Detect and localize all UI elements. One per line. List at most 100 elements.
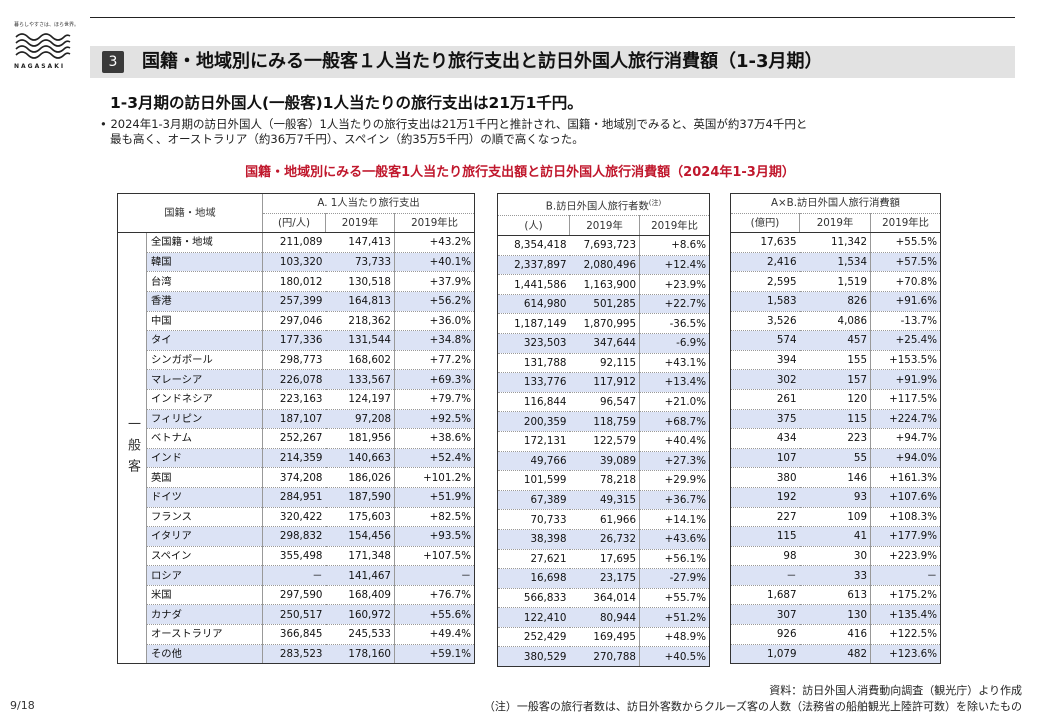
per-person-2024: 177,336 [263,331,326,351]
consumption-2024: 17,635 [731,233,800,253]
visitors-2024: 200,359 [498,412,570,432]
visitors-2019: 122,579 [570,431,640,451]
row-name: フィリピン [147,409,263,429]
table-row: 252,429 169,495 +48.9% [498,627,710,647]
table-row: － 33 － [731,566,941,586]
block-a-title: A. 1人当たり旅行支出 [263,194,475,214]
visitors-ratio: +13.4% [640,373,710,393]
per-person-2024: 297,590 [263,585,326,605]
row-name: ロシア [147,566,263,586]
consumption-ratio: +223.9% [871,546,941,566]
consumption-2019: 115 [800,409,871,429]
block-b-note: (注) [649,199,661,207]
visitors-2024: 2,337,897 [498,255,570,275]
table-row: 434 223 +94.7% [731,429,941,449]
consumption-2019: 482 [800,644,871,664]
table-row: 3,526 4,086 -13.7% [731,311,941,331]
table-row: イタリア 298,832 154,456 +93.5% [118,527,475,547]
table-row: 380 146 +161.3% [731,468,941,488]
visitors-ratio: -36.5% [640,314,710,334]
visitors-2019: 1,870,995 [570,314,640,334]
table-title: 国籍・地域別にみる一般客1人当たり旅行支出額と訪日外国人旅行消費額（2024年1… [0,161,1040,180]
row-name: オーストラリア [147,625,263,645]
table-row: その他 283,523 178,160 +59.1% [118,644,475,664]
visitors-ratio: +40.5% [640,647,710,667]
table-row: 375 115 +224.7% [731,409,941,429]
per-person-ratio: +79.7% [395,389,475,409]
per-person-ratio: +36.0% [395,311,475,331]
per-person-ratio: +69.3% [395,370,475,390]
per-person-2019: 133,567 [326,370,395,390]
block-a-2019: 2019年 [326,213,395,233]
page-number: 9/18 [10,699,35,712]
consumption-2019: 120 [800,389,871,409]
per-person-ratio: +49.4% [395,625,475,645]
per-person-2019: 187,590 [326,487,395,507]
table-row: 2,416 1,534 +57.5% [731,252,941,272]
visitors-ratio: +43.1% [640,353,710,373]
row-name: ドイツ [147,487,263,507]
consumption-2019: 4,086 [800,311,871,331]
visitors-ratio: +48.9% [640,627,710,647]
consumption-ratio: -13.7% [871,311,941,331]
visitors-ratio: +12.4% [640,255,710,275]
per-person-2024: 374,208 [263,468,326,488]
table-row: 172,131 122,579 +40.4% [498,431,710,451]
consumption-2024: 434 [731,429,800,449]
row-name: インド [147,448,263,468]
per-person-2019: 168,409 [326,585,395,605]
per-person-2019: 97,208 [326,409,395,429]
table-row: 107 55 +94.0% [731,448,941,468]
row-name: 全国籍・地域 [147,233,263,253]
per-person-ratio: +51.9% [395,487,475,507]
per-person-2024: 298,832 [263,527,326,547]
consumption-2019: 55 [800,448,871,468]
visitors-2019: 2,080,496 [570,255,640,275]
per-person-ratio: +76.7% [395,585,475,605]
table-row: インド 214,359 140,663 +52.4% [118,448,475,468]
per-person-ratio: +38.6% [395,429,475,449]
visitors-2024: 131,788 [498,353,570,373]
per-person-2024: － [263,566,326,586]
visitors-2024: 101,599 [498,471,570,491]
per-person-ratio: +37.9% [395,272,475,292]
per-person-2019: 175,603 [326,507,395,527]
consumption-ratio: +161.3% [871,468,941,488]
per-person-2024: 297,046 [263,311,326,331]
block-a-unit: (円/人) [263,213,326,233]
consumption-2019: 11,342 [800,233,871,253]
table-row: 566,833 364,014 +55.7% [498,588,710,608]
table-row: 米国 297,590 168,409 +76.7% [118,585,475,605]
table-row: 70,733 61,966 +14.1% [498,510,710,530]
table-row: 131,788 92,115 +43.1% [498,353,710,373]
visitors-ratio: +68.7% [640,412,710,432]
per-person-2024: 103,320 [263,252,326,272]
consumption-ratio: +91.6% [871,291,941,311]
consumption-ratio: +91.9% [871,370,941,390]
visitors-2019: 26,732 [570,529,640,549]
table-row: 1,687 613 +175.2% [731,585,941,605]
block-b-title-text: B.訪日外国人旅行者数 [546,200,649,212]
table-row: 116,844 96,547 +21.0% [498,392,710,412]
consumption-2024: 380 [731,468,800,488]
per-person-2024: 252,267 [263,429,326,449]
per-person-2024: 257,399 [263,291,326,311]
visitors-2024: 323,503 [498,333,570,353]
visitors-ratio: +22.7% [640,294,710,314]
visitors-2019: 501,285 [570,294,640,314]
consumption-ratio: +57.5% [871,252,941,272]
consumption-2024: 115 [731,527,800,547]
consumption-2019: 109 [800,507,871,527]
table-row: 302 157 +91.9% [731,370,941,390]
block-b-unit: (人) [498,216,570,236]
visitors-2024: 133,776 [498,373,570,393]
table-row: 2,337,897 2,080,496 +12.4% [498,255,710,275]
consumption-ratio: － [871,566,941,586]
visitors-2019: 23,175 [570,569,640,589]
row-name: その他 [147,644,263,664]
visitors-ratio: +51.2% [640,608,710,628]
group-label-cell: 一般客 [118,233,147,664]
summary-line-2: 最も高く、オーストラリア（約36万7千円）、スペイン（約35万5千円）の順で高く… [100,132,1000,147]
row-name: タイ [147,331,263,351]
consumption-ratio: +122.5% [871,625,941,645]
